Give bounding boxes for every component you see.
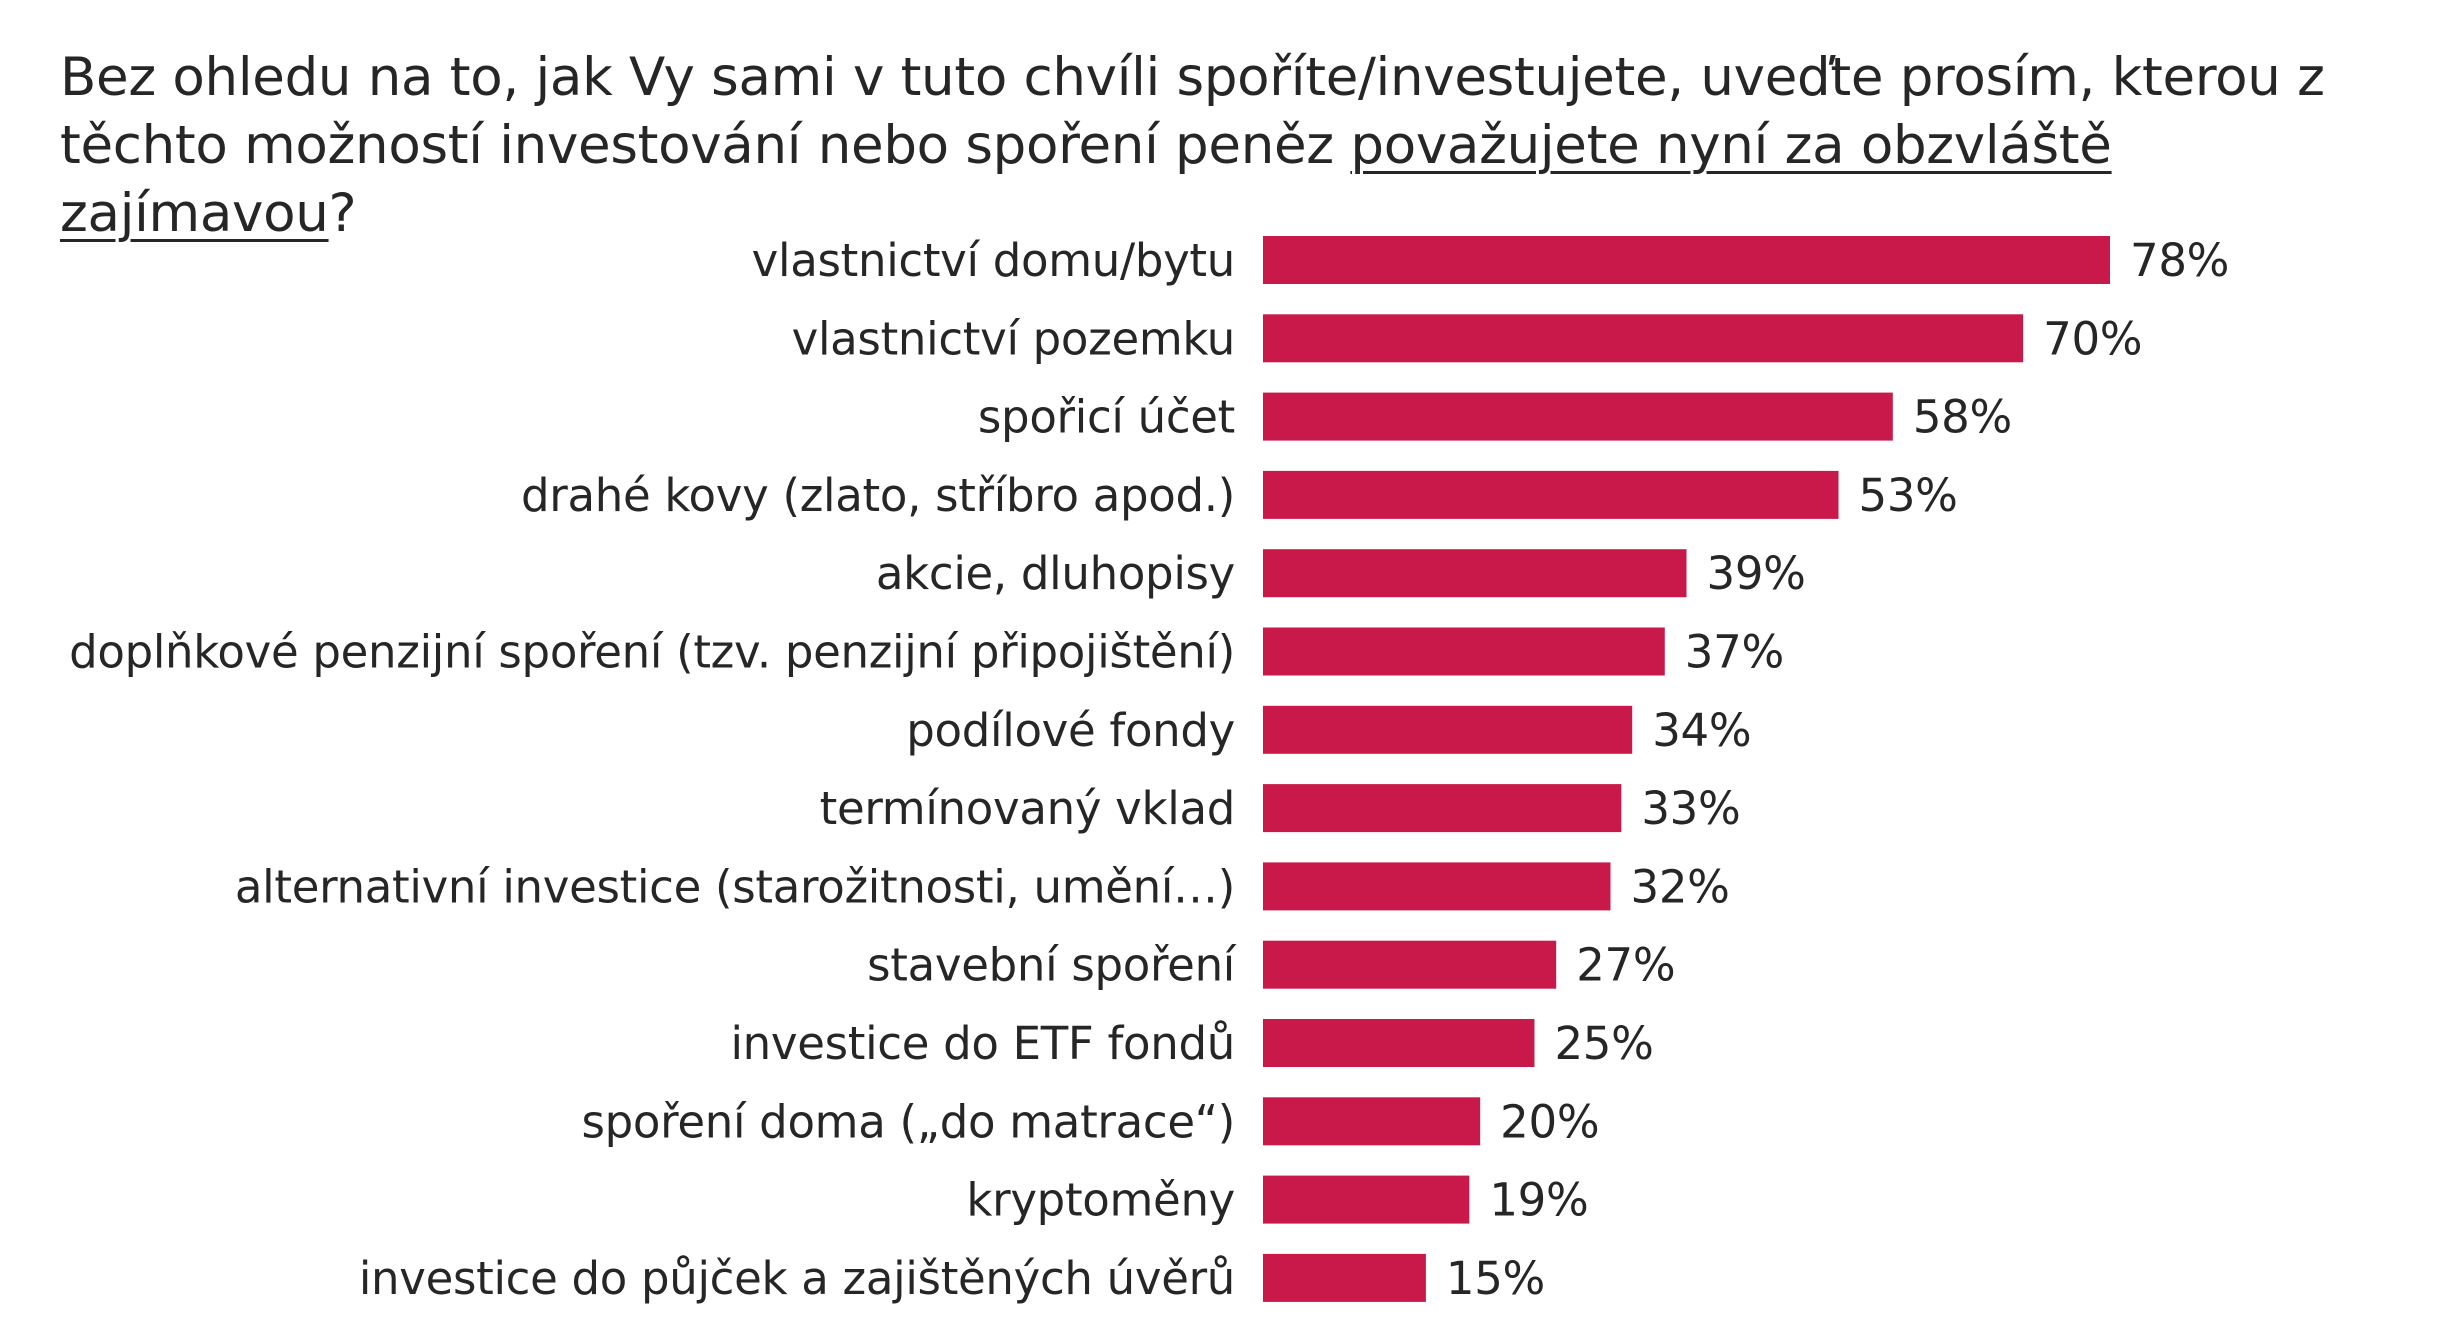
value-label: 70% xyxy=(2043,312,2142,365)
bar xyxy=(1263,705,1633,754)
bar xyxy=(1263,784,1622,833)
value-label: 25% xyxy=(1554,1017,1653,1070)
value-label: 32% xyxy=(1630,860,1729,913)
bar xyxy=(1263,1019,1535,1067)
value-label: 33% xyxy=(1641,782,1740,835)
value-labels: 78% 70% 58% 53% 39% 37% 34% 33% 32% 27% 25% 20% 19% 1… xyxy=(1446,234,2230,1305)
category-label: termínovaný vklad xyxy=(820,782,1235,835)
value-label: 34% xyxy=(1652,704,1751,757)
value-label: 20% xyxy=(1500,1095,1599,1148)
category-label: akcie, dluhopisy xyxy=(876,547,1235,600)
category-label: stavební spoření xyxy=(867,939,1237,992)
category-label: drahé kovy (zlato, stříbro apod.) xyxy=(521,469,1235,522)
chart-title: Bez ohledu na to, jak Vy sami v tuto chv… xyxy=(60,44,2420,248)
bar xyxy=(1263,1253,1426,1302)
value-label: 39% xyxy=(1707,547,1806,600)
bar xyxy=(1263,392,1893,441)
value-label: 78% xyxy=(2130,234,2229,287)
bar xyxy=(1263,549,1687,598)
category-label: spořicí účet xyxy=(978,391,1235,444)
category-label: spoření doma („do matrace“) xyxy=(582,1095,1235,1148)
value-label: 15% xyxy=(1446,1252,1545,1305)
bar xyxy=(1263,1097,1481,1146)
category-label: investice do půjček a zajištěných úvěrů xyxy=(359,1252,1235,1305)
value-label: 53% xyxy=(1859,469,1958,522)
value-label: 27% xyxy=(1576,939,1675,992)
category-labels: vlastnictví domu/bytu vlastnictví pozemku… xyxy=(69,234,1237,1305)
category-label: vlastnictví pozemku xyxy=(792,312,1235,365)
bar xyxy=(1263,862,1611,911)
category-label: podílové fondy xyxy=(906,704,1235,757)
bar xyxy=(1263,314,2024,363)
category-label: kryptoměny xyxy=(966,1174,1235,1227)
category-label: investice do ETF fondů xyxy=(730,1017,1235,1070)
bar xyxy=(1263,627,1665,676)
category-label: vlastnictví domu/bytu xyxy=(752,234,1235,287)
bar xyxy=(1263,470,1839,519)
chart-title-underlined: považujete nyní za obzvláště zajímavou xyxy=(60,115,2112,244)
value-label: 37% xyxy=(1685,626,1784,679)
bar xyxy=(1263,1175,1470,1224)
bars-group xyxy=(1263,236,2110,1302)
category-label: alternativní investice (starožitnosti, u… xyxy=(235,860,1235,913)
chart-title-text: Bez ohledu na to, jak Vy sami v tuto chv… xyxy=(60,47,2325,176)
chart-title-end: ? xyxy=(328,183,357,244)
category-label: doplňkové penzijní spoření (tzv. penzijn… xyxy=(69,626,1235,679)
value-label: 19% xyxy=(1489,1174,1588,1227)
bar xyxy=(1263,940,1557,989)
bar xyxy=(1263,236,2110,284)
value-label: 58% xyxy=(1913,391,2012,444)
